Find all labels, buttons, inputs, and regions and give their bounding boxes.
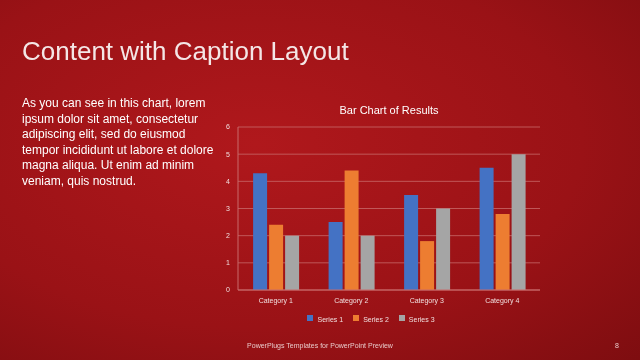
html-text:Series 1: Series 1 [317,316,344,323]
svg-text:Category 2: Category 2 [334,297,368,305]
html-text:8: 8 [615,342,619,349]
svg-text:Category 1: Category 1 [259,297,293,305]
html-text:Series 3: Series 3 [408,316,435,323]
svg-text:Category 3: Category 3 [410,297,444,305]
svg-text:6: 6 [226,123,230,130]
svg-text:3: 3 [226,205,230,212]
svg-text:Category 4: Category 4 [485,297,519,305]
html-text:As you can see in this chart,: As you can see in this chart, lorem ipsu… [22,96,214,188]
html-text:PowerPlugs Templates for Power: PowerPlugs Templates for PowerPoint Prev… [247,342,393,349]
svg-text:4: 4 [226,178,230,185]
svg-text:1: 1 [226,259,230,266]
html-text:Bar Chart of Results: Bar Chart of Results [339,104,439,116]
html-text:Content with Caption Layout: Content with Caption Layout [22,36,349,66]
svg-text:5: 5 [226,151,230,158]
html-text:Series 2: Series 2 [363,316,389,323]
svg-text:2: 2 [226,232,230,239]
svg-text:0: 0 [226,286,230,293]
